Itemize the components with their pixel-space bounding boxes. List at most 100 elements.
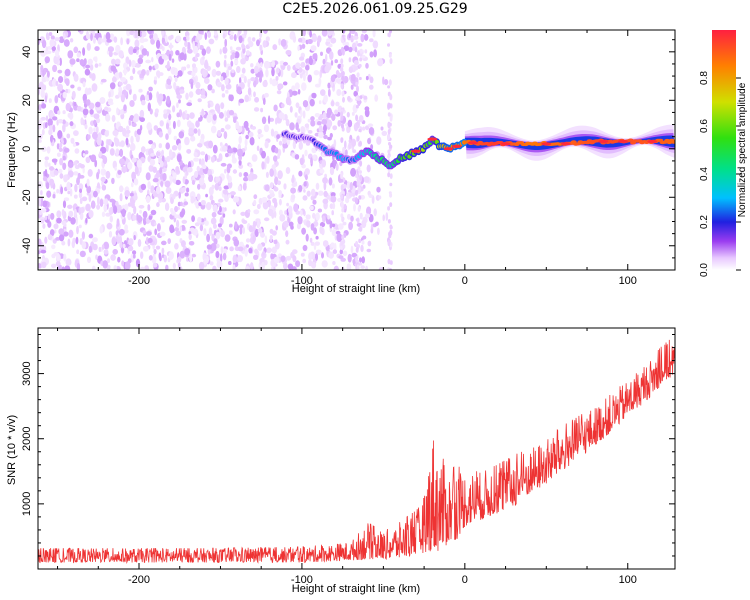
noise-speckle: [161, 149, 164, 156]
noise-speckle: [178, 131, 185, 139]
noise-speckle: [127, 161, 133, 170]
noise-speckle: [109, 207, 113, 215]
noise-speckle: [155, 108, 159, 114]
noise-speckle: [278, 38, 281, 46]
noise-speckle: [229, 46, 233, 51]
noise-speckle: [362, 235, 367, 240]
noise-speckle: [200, 94, 206, 99]
noise-speckle: [273, 239, 278, 244]
noise-speckle: [187, 41, 191, 51]
noise-speckle: [222, 213, 226, 218]
noise-speckle: [82, 153, 86, 157]
noise-speckle: [322, 58, 326, 65]
noise-speckle: [286, 138, 291, 146]
noise-speckle: [184, 41, 189, 47]
noise-speckle: [350, 245, 354, 254]
noise-speckle: [291, 182, 297, 187]
noise-speckle: [271, 67, 275, 77]
snr-ticks: -200 -100 0 100 1000 2000 3000: [21, 328, 675, 586]
noise-speckle: [261, 261, 265, 270]
snr-frame: [37, 327, 676, 570]
noise-speckle: [251, 126, 256, 130]
noise-speckle: [360, 33, 365, 43]
noise-speckle: [161, 30, 165, 37]
noise-speckle: [159, 231, 166, 237]
noise-speckle: [299, 56, 305, 61]
noise-speckle: [346, 111, 350, 118]
noise-speckle: [210, 243, 217, 252]
noise-speckle: [76, 225, 79, 235]
noise-speckle: [285, 96, 291, 106]
ridge-peak: [451, 144, 462, 148]
noise-speckle: [99, 151, 102, 157]
noise-speckle: [124, 224, 128, 231]
noise-speckle: [168, 53, 172, 61]
x-tick-label: -200: [128, 574, 150, 586]
y-tick-label: 0: [21, 146, 33, 152]
noise-speckle: [309, 98, 315, 107]
noise-streak: [389, 229, 393, 236]
noise-speckle: [257, 243, 263, 251]
noise-speckle: [330, 195, 337, 203]
noise-speckle: [278, 193, 282, 198]
noise-speckle: [226, 165, 231, 174]
noise-speckle: [81, 196, 88, 202]
noise-speckle: [243, 172, 249, 177]
noise-speckle: [74, 183, 78, 193]
noise-speckle: [222, 46, 228, 54]
noise-speckle: [273, 104, 278, 112]
noise-speckle: [346, 128, 350, 133]
noise-speckle: [66, 181, 71, 191]
noise-speckle: [223, 185, 230, 190]
noise-speckle: [245, 244, 249, 248]
noise-speckle: [106, 222, 113, 230]
noise-speckle: [347, 213, 351, 220]
noise-streak: [387, 32, 391, 38]
noise-speckle: [110, 254, 116, 261]
noise-speckle: [174, 68, 178, 77]
noise-speckle: [184, 136, 190, 146]
noise-speckle: [326, 119, 333, 128]
y-tick-label: -40: [21, 238, 33, 254]
noise-speckle: [84, 68, 91, 76]
noise-speckle: [46, 70, 50, 78]
noise-speckle: [320, 89, 326, 96]
noise-speckle: [78, 191, 83, 199]
noise-speckle: [198, 261, 205, 270]
noise-speckle: [369, 84, 374, 90]
noise-speckle: [38, 87, 41, 96]
noise-speckle: [208, 38, 215, 45]
noise-speckle: [136, 128, 142, 135]
noise-speckle: [259, 44, 263, 52]
noise-streak: [387, 239, 391, 247]
noise-speckle: [154, 76, 158, 81]
noise-speckle: [295, 102, 300, 108]
noise-streak: [355, 174, 359, 178]
noise-speckle: [121, 208, 126, 218]
noise-speckle: [300, 61, 306, 68]
noise-speckle: [374, 94, 379, 102]
noise-speckle: [150, 153, 156, 157]
noise-speckle: [86, 33, 91, 40]
noise-speckle: [97, 196, 100, 206]
noise-speckle: [60, 186, 63, 195]
noise-speckle: [271, 164, 276, 170]
noise-speckle: [118, 90, 122, 98]
noise-speckle: [332, 249, 337, 254]
noise-speckle: [315, 235, 319, 240]
noise-speckle: [189, 253, 193, 263]
noise-speckle: [285, 239, 290, 245]
noise-speckle: [282, 81, 288, 86]
noise-streak: [359, 262, 362, 266]
noise-speckle: [254, 228, 259, 238]
noise-speckle: [162, 173, 167, 181]
noise-speckle: [138, 88, 143, 93]
noise-speckle: [247, 82, 251, 88]
noise-speckle: [75, 216, 78, 226]
noise-speckle: [309, 237, 313, 243]
noise-speckle: [243, 30, 248, 36]
noise-speckle: [215, 176, 221, 182]
noise-speckle: [105, 113, 111, 122]
noise-speckle: [366, 206, 372, 216]
noise-speckle: [234, 221, 238, 229]
